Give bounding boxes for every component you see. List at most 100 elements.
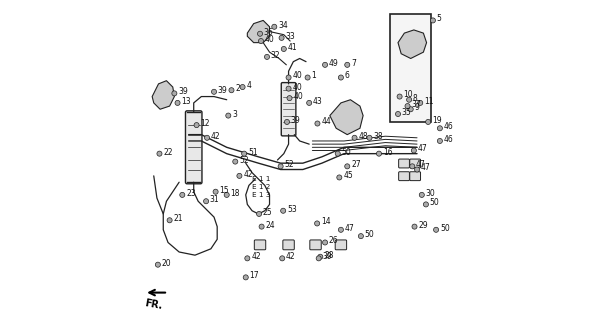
Circle shape bbox=[408, 107, 413, 112]
FancyBboxPatch shape bbox=[281, 83, 296, 136]
Text: 22: 22 bbox=[163, 148, 173, 156]
Text: 1: 1 bbox=[311, 71, 316, 80]
Text: 47: 47 bbox=[417, 144, 428, 153]
Circle shape bbox=[397, 94, 402, 99]
Text: 5: 5 bbox=[436, 14, 442, 23]
Text: 48: 48 bbox=[358, 132, 368, 141]
FancyBboxPatch shape bbox=[283, 240, 294, 250]
Text: 33: 33 bbox=[285, 32, 295, 41]
Circle shape bbox=[281, 46, 286, 52]
Circle shape bbox=[438, 139, 442, 143]
Text: 49: 49 bbox=[329, 59, 339, 68]
Circle shape bbox=[307, 100, 312, 105]
Circle shape bbox=[323, 240, 327, 245]
Circle shape bbox=[224, 192, 229, 197]
Text: 50: 50 bbox=[440, 224, 449, 233]
Text: 16: 16 bbox=[383, 148, 393, 156]
Text: 43: 43 bbox=[313, 97, 323, 106]
Circle shape bbox=[167, 218, 172, 223]
Text: 29: 29 bbox=[418, 220, 428, 229]
Circle shape bbox=[417, 100, 423, 105]
Circle shape bbox=[412, 148, 416, 153]
FancyBboxPatch shape bbox=[410, 159, 420, 168]
Text: 8: 8 bbox=[413, 94, 417, 103]
FancyBboxPatch shape bbox=[254, 240, 266, 250]
Text: 51: 51 bbox=[248, 148, 257, 156]
Text: 47: 47 bbox=[421, 164, 431, 172]
FancyBboxPatch shape bbox=[310, 240, 321, 250]
Text: 47: 47 bbox=[416, 160, 426, 169]
FancyBboxPatch shape bbox=[335, 240, 347, 250]
Text: 25: 25 bbox=[263, 208, 273, 217]
Text: E 1 1: E 1 1 bbox=[252, 176, 270, 182]
FancyBboxPatch shape bbox=[398, 159, 409, 168]
Text: E 1 3: E 1 3 bbox=[252, 192, 270, 198]
Text: 44: 44 bbox=[321, 117, 331, 126]
Text: 45: 45 bbox=[343, 172, 353, 180]
Text: 37: 37 bbox=[412, 100, 421, 109]
Circle shape bbox=[367, 135, 372, 140]
Circle shape bbox=[407, 97, 412, 102]
Text: FR.: FR. bbox=[144, 298, 164, 311]
Circle shape bbox=[337, 175, 342, 180]
Circle shape bbox=[243, 275, 248, 280]
Circle shape bbox=[423, 202, 429, 207]
Text: E 1 2: E 1 2 bbox=[252, 184, 270, 190]
Circle shape bbox=[172, 91, 177, 96]
Circle shape bbox=[272, 24, 277, 29]
Circle shape bbox=[339, 227, 343, 232]
Text: 47: 47 bbox=[345, 224, 355, 233]
Circle shape bbox=[377, 151, 381, 156]
Text: 32: 32 bbox=[271, 51, 280, 60]
Circle shape bbox=[203, 199, 209, 204]
Circle shape bbox=[205, 135, 209, 140]
Text: 39: 39 bbox=[178, 87, 188, 96]
Text: 46: 46 bbox=[444, 122, 454, 131]
Circle shape bbox=[213, 189, 218, 194]
Text: 52: 52 bbox=[239, 156, 248, 164]
Text: 12: 12 bbox=[200, 119, 210, 128]
Circle shape bbox=[405, 104, 410, 108]
Circle shape bbox=[278, 164, 283, 169]
Circle shape bbox=[358, 234, 364, 239]
Polygon shape bbox=[330, 100, 363, 135]
Text: 39: 39 bbox=[291, 116, 301, 125]
Circle shape bbox=[259, 38, 263, 44]
Text: 50: 50 bbox=[342, 148, 351, 156]
Text: 42: 42 bbox=[286, 252, 296, 261]
Text: 17: 17 bbox=[250, 271, 259, 280]
Text: 30: 30 bbox=[426, 189, 435, 198]
Circle shape bbox=[410, 164, 415, 169]
Circle shape bbox=[431, 18, 435, 23]
Text: 4: 4 bbox=[246, 81, 251, 90]
Text: 7: 7 bbox=[351, 59, 356, 68]
Circle shape bbox=[280, 208, 286, 213]
Circle shape bbox=[412, 224, 417, 229]
Circle shape bbox=[257, 212, 262, 216]
Circle shape bbox=[426, 119, 431, 124]
Text: 26: 26 bbox=[329, 236, 339, 245]
Circle shape bbox=[280, 256, 285, 261]
Circle shape bbox=[396, 111, 400, 116]
Circle shape bbox=[316, 256, 321, 261]
Text: 53: 53 bbox=[287, 205, 296, 214]
Circle shape bbox=[286, 86, 291, 91]
Circle shape bbox=[175, 100, 180, 105]
Polygon shape bbox=[247, 20, 270, 43]
Circle shape bbox=[264, 54, 270, 60]
Text: 3: 3 bbox=[232, 109, 237, 118]
Text: 34: 34 bbox=[278, 21, 288, 30]
Text: 28: 28 bbox=[324, 251, 334, 260]
Text: 15: 15 bbox=[219, 186, 229, 195]
Circle shape bbox=[323, 62, 327, 68]
Text: 14: 14 bbox=[321, 217, 330, 226]
Circle shape bbox=[259, 224, 264, 229]
Circle shape bbox=[212, 89, 216, 94]
Text: 39: 39 bbox=[218, 86, 228, 95]
FancyBboxPatch shape bbox=[186, 111, 202, 184]
Text: 19: 19 bbox=[432, 116, 442, 125]
Text: 27: 27 bbox=[351, 160, 361, 169]
Text: 9: 9 bbox=[415, 103, 419, 112]
Text: 39: 39 bbox=[323, 252, 332, 261]
Circle shape bbox=[245, 256, 250, 261]
